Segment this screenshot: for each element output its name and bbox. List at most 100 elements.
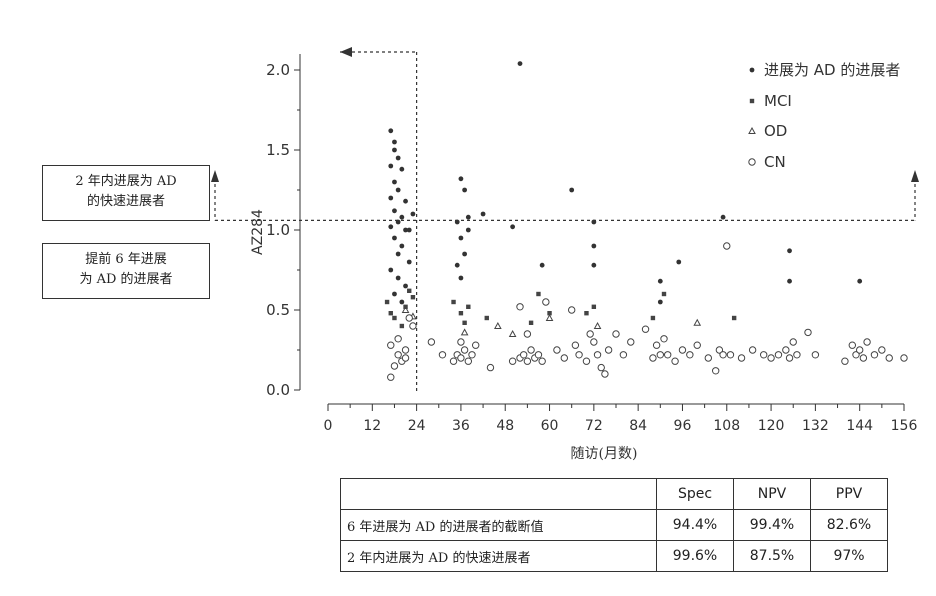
table-cell-ppv: 97% bbox=[810, 540, 888, 572]
data-point bbox=[401, 354, 410, 362]
data-point bbox=[401, 305, 410, 313]
data-point bbox=[693, 318, 702, 326]
data-point bbox=[591, 243, 597, 249]
table-cell-ppv: 82.6% bbox=[810, 509, 888, 541]
data-point bbox=[649, 354, 657, 362]
data-point bbox=[591, 262, 597, 268]
data-point bbox=[387, 373, 395, 381]
data-point bbox=[508, 357, 517, 365]
data-point bbox=[859, 354, 868, 362]
performance-table: Spec NPV PPV 6 年进展为 AD 的进展者的截断值 94.4% 99… bbox=[340, 478, 888, 572]
data-point bbox=[841, 357, 849, 365]
data-point bbox=[878, 346, 886, 354]
data-point bbox=[656, 351, 665, 359]
data-point bbox=[401, 346, 410, 354]
data-point bbox=[848, 341, 857, 349]
data-point bbox=[811, 351, 820, 359]
data-point bbox=[519, 351, 528, 359]
data-point bbox=[392, 291, 397, 297]
data-point bbox=[604, 346, 613, 354]
data-point bbox=[527, 346, 535, 354]
data-point bbox=[468, 351, 476, 359]
data-point bbox=[601, 370, 609, 378]
x-tick-label: 0 bbox=[324, 418, 333, 434]
rapid-progressor-label-line1: 2 年内进展为 AD bbox=[75, 174, 177, 189]
table-header-ppv: PPV bbox=[810, 478, 888, 510]
data-point bbox=[723, 242, 731, 250]
data-point bbox=[528, 320, 534, 325]
data-point bbox=[395, 187, 401, 193]
data-point bbox=[748, 346, 757, 354]
table-header-spec: Spec bbox=[656, 478, 734, 510]
table-cell-npv: 99.4% bbox=[733, 509, 811, 541]
data-point bbox=[590, 338, 598, 346]
legend-marker bbox=[749, 98, 755, 104]
data-point bbox=[767, 354, 775, 362]
data-point bbox=[407, 288, 412, 293]
data-point bbox=[571, 341, 580, 349]
data-point bbox=[785, 354, 794, 362]
data-point bbox=[787, 278, 792, 284]
data-point bbox=[388, 128, 394, 134]
data-point bbox=[593, 321, 602, 329]
data-point bbox=[584, 311, 589, 316]
data-point bbox=[388, 267, 394, 273]
data-point bbox=[395, 275, 401, 281]
data-point bbox=[465, 214, 471, 220]
data-point bbox=[737, 354, 746, 362]
data-point bbox=[542, 298, 550, 306]
data-point bbox=[627, 338, 635, 346]
data-point bbox=[591, 219, 597, 225]
data-point bbox=[719, 351, 727, 359]
data-point bbox=[395, 251, 401, 257]
data-point bbox=[774, 351, 783, 359]
data-point bbox=[399, 214, 405, 220]
up-arrow-icon bbox=[211, 170, 219, 182]
data-point bbox=[857, 278, 863, 284]
data-point bbox=[392, 139, 397, 145]
x-tick-label: 84 bbox=[629, 418, 647, 434]
data-point bbox=[486, 363, 495, 372]
data-point bbox=[451, 299, 456, 305]
data-point bbox=[403, 198, 408, 204]
data-point bbox=[560, 354, 569, 362]
data-point bbox=[715, 346, 724, 354]
data-point bbox=[720, 214, 726, 220]
data-point bbox=[693, 341, 701, 349]
table-row-label: 2 年内进展为 AD 的快速进展者 bbox=[340, 540, 657, 572]
data-point bbox=[399, 323, 405, 329]
y-tick-label: 0.5 bbox=[266, 301, 290, 319]
x-tick-label: 96 bbox=[674, 418, 692, 434]
data-point bbox=[387, 341, 395, 349]
data-point bbox=[471, 341, 480, 349]
data-point bbox=[593, 351, 602, 359]
data-point bbox=[388, 224, 394, 230]
data-point bbox=[523, 357, 532, 365]
data-point bbox=[885, 354, 893, 362]
table-row: 6 年进展为 AD 的进展者的截断值 94.4% 99.4% 82.6% bbox=[340, 509, 888, 541]
early-progressor-label-box: 提前 6 年进展 为 AD 的进展者 bbox=[42, 243, 210, 299]
y-tick-label: 2.0 bbox=[266, 61, 290, 79]
data-point bbox=[855, 346, 864, 354]
data-point bbox=[731, 315, 737, 321]
data-point bbox=[465, 227, 471, 233]
data-point bbox=[392, 208, 397, 214]
data-point bbox=[591, 304, 597, 309]
table-header-npv: NPV bbox=[733, 478, 811, 510]
x-tick-label: 108 bbox=[713, 418, 740, 434]
data-point bbox=[406, 259, 412, 265]
data-point bbox=[726, 351, 735, 359]
x-tick-label: 48 bbox=[496, 418, 514, 434]
data-point bbox=[661, 291, 667, 297]
data-point bbox=[392, 315, 397, 321]
data-point bbox=[466, 304, 471, 309]
y-tick-label: 1.5 bbox=[266, 141, 290, 159]
data-point bbox=[403, 283, 408, 289]
data-point bbox=[582, 357, 591, 365]
data-point bbox=[545, 313, 554, 321]
data-point bbox=[704, 354, 713, 362]
table-header-row: Spec NPV PPV bbox=[340, 478, 888, 510]
data-point bbox=[652, 341, 661, 349]
data-point bbox=[384, 299, 390, 305]
data-point bbox=[464, 357, 473, 365]
